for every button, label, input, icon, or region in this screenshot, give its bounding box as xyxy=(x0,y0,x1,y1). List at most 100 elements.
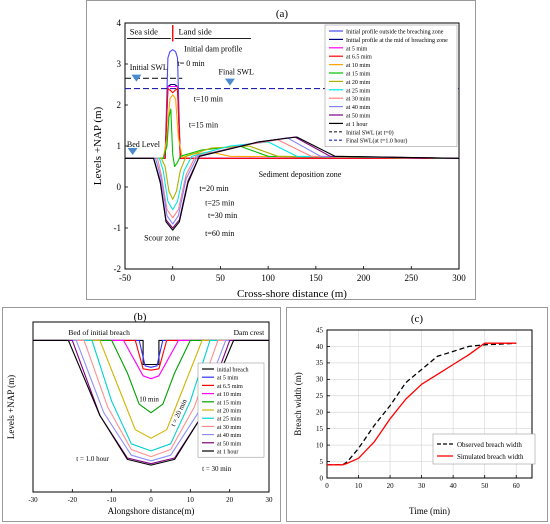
panel-c: (c) 0 10 20 30 40 50 60 0 5 10 15 20 25 30 35 40 45 Time (… xyxy=(286,307,548,522)
annotation-t0: t= 0 min xyxy=(177,59,204,68)
legend-label-11: at 1 hour xyxy=(346,122,367,128)
final-swl-triangle xyxy=(224,78,235,86)
legend-label-8: at 40 mim xyxy=(217,433,242,439)
x-tick-label-7: 300 xyxy=(452,273,466,283)
legend-label-5: at 20 mim xyxy=(217,409,242,415)
legend-label-8: at 30 mim xyxy=(346,97,371,103)
legend-label-0: Observed breach width xyxy=(457,441,522,449)
y-tick-label-9: 45 xyxy=(316,326,324,334)
annotation-sea_side: Sea side xyxy=(130,26,158,36)
x-tick-label-5: 200 xyxy=(357,273,371,283)
annotation-dam_crest: Dam crest xyxy=(234,328,266,337)
x-tick-label-4: 40 xyxy=(450,482,458,490)
series-line-0 xyxy=(327,342,517,466)
x-tick-label-3: 100 xyxy=(261,273,275,283)
x-tick-label-0: 0 xyxy=(325,482,329,490)
panel-label: (a) xyxy=(276,8,289,20)
annotation-t30: t = 30 min xyxy=(202,465,232,473)
legend-label-2: at 6.5 mim xyxy=(217,384,243,390)
legend-box xyxy=(432,433,536,465)
x-tick-label-3: 30 xyxy=(418,482,426,490)
series-line-4 xyxy=(33,339,269,414)
series-line-2 xyxy=(33,339,269,371)
y-tick-label-8: 40 xyxy=(316,343,324,351)
x-axis-label: Cross-shore distance (m) xyxy=(237,288,347,300)
y-axis-label: Levels +NAP (m) xyxy=(6,375,16,439)
initial-swl-triangle xyxy=(131,74,142,82)
y-tick-label-1: 5 xyxy=(320,458,324,466)
series-line-9 xyxy=(125,137,460,225)
y-tick-label-5: 25 xyxy=(316,392,324,400)
legend-label-3: at 6.5 mim xyxy=(346,55,372,61)
legend-label-0: Initial profile outside the breaching zo… xyxy=(346,29,444,36)
legend-label-6: at 25 mim xyxy=(217,417,242,423)
series-line-1 xyxy=(33,339,269,368)
annotation-t1h: t = 1.0 hour xyxy=(76,455,109,463)
legend-label-7: at 25 mim xyxy=(346,88,371,94)
legend-label-4: at 15 mim xyxy=(217,400,242,406)
y-axis-label: Breach width (m) xyxy=(293,372,303,435)
legend-label-3: at 10 mim xyxy=(217,392,242,398)
y-tick-label-0: -2 xyxy=(114,264,122,274)
y-tick-label-0: 0 xyxy=(320,474,324,482)
legend-box xyxy=(324,24,458,147)
legend-label-2: at 5 mim xyxy=(346,46,368,52)
legend-label-13: Final SWL(at t=1.0 hour) xyxy=(346,138,407,145)
panel-label: (c) xyxy=(411,313,424,325)
bed-level-triangle xyxy=(127,148,138,156)
x-tick-label-5: 20 xyxy=(226,496,234,504)
annotation-bed_initial_breach: Bed of initial breach xyxy=(68,328,130,337)
legend-label-12: Initial SWL (at t=0) xyxy=(346,129,394,136)
x-axis-label: Alongshore distance(m) xyxy=(108,506,195,516)
legend-label-6: at 20 mim xyxy=(346,80,371,86)
series-line-11 xyxy=(125,136,460,231)
y-tick-label-6: 4 xyxy=(117,18,122,28)
x-tick-label-2: 50 xyxy=(216,273,226,283)
series-line-1 xyxy=(327,342,517,466)
y-tick-label-7: 35 xyxy=(316,359,324,367)
x-tick-label-6: 250 xyxy=(405,273,419,283)
legend-label-1: Simulated breach width xyxy=(457,453,524,461)
cross-shore-chart: (a) -50 0 50 100 150 200 250 300 -2 -1 0 1 2 3 4 Cross-s… xyxy=(92,8,466,300)
annotation-t30: t=30 min xyxy=(208,211,237,220)
x-tick-label-1: 0 xyxy=(170,273,175,283)
y-tick-label-6: 30 xyxy=(316,376,324,384)
x-tick-label-4: 150 xyxy=(309,273,323,283)
x-tick-label-5: 50 xyxy=(481,482,489,490)
annotation-t10: 10 min xyxy=(139,395,159,403)
x-axis-label: Time (min) xyxy=(409,506,450,516)
legend-label-10: at 50 mim xyxy=(346,114,371,120)
legend-label-9: at 50 mim xyxy=(217,441,242,447)
x-tick-label-3: 0 xyxy=(149,496,153,504)
x-tick-label-6: 60 xyxy=(513,482,521,490)
y-tick-label-3: 15 xyxy=(316,425,324,433)
annotation-initial_dam_profile: Initial dam profile xyxy=(184,45,243,54)
series-line-6 xyxy=(125,145,460,200)
annotation-sediment_zone: Sediment deposition zone xyxy=(259,170,342,179)
series-line-8 xyxy=(125,139,460,219)
plot-frame xyxy=(326,329,533,479)
alongshore-chart: (b) -30 -20 -10 0 10 20 30 Alongshore distance(m… xyxy=(6,311,273,516)
annotation-bed_level: Bed Level xyxy=(127,140,161,149)
series-line-7 xyxy=(125,141,460,211)
y-tick-label-1: -1 xyxy=(114,223,122,233)
x-tick-label-0: -30 xyxy=(28,496,38,504)
legend-label-0: initial breach xyxy=(217,368,249,374)
annotation-initial_swl: Initial SWL xyxy=(130,63,168,72)
y-tick-label-4: 20 xyxy=(316,409,324,417)
breach-width-chart: (c) 0 10 20 30 40 50 60 0 5 10 15 20 25 30 35 40 45 Time (… xyxy=(293,313,536,516)
legend-label-4: at 10 mim xyxy=(346,63,371,69)
x-tick-label-1: -20 xyxy=(68,496,78,504)
x-tick-label-1: 10 xyxy=(355,482,363,490)
legend-label-1: Initial profile at the mid of breaching … xyxy=(346,37,448,44)
annotation-land_side: Land side xyxy=(178,26,212,36)
y-tick-label-3: 1 xyxy=(117,141,122,151)
annotation-t20: t=20 min xyxy=(199,184,228,193)
x-tick-label-4: 10 xyxy=(187,496,195,504)
y-axis-label: Levels +NAP (m) xyxy=(92,106,104,185)
panel-b: (b) -30 -20 -10 0 10 20 30 Alongshore distance(m… xyxy=(2,307,281,522)
annotation-t60: t=60 min xyxy=(205,229,234,238)
legend-label-9: at 40 mim xyxy=(346,105,371,111)
legend-label-5: at 15 mim xyxy=(346,72,371,78)
y-tick-label-5: 3 xyxy=(117,59,122,69)
